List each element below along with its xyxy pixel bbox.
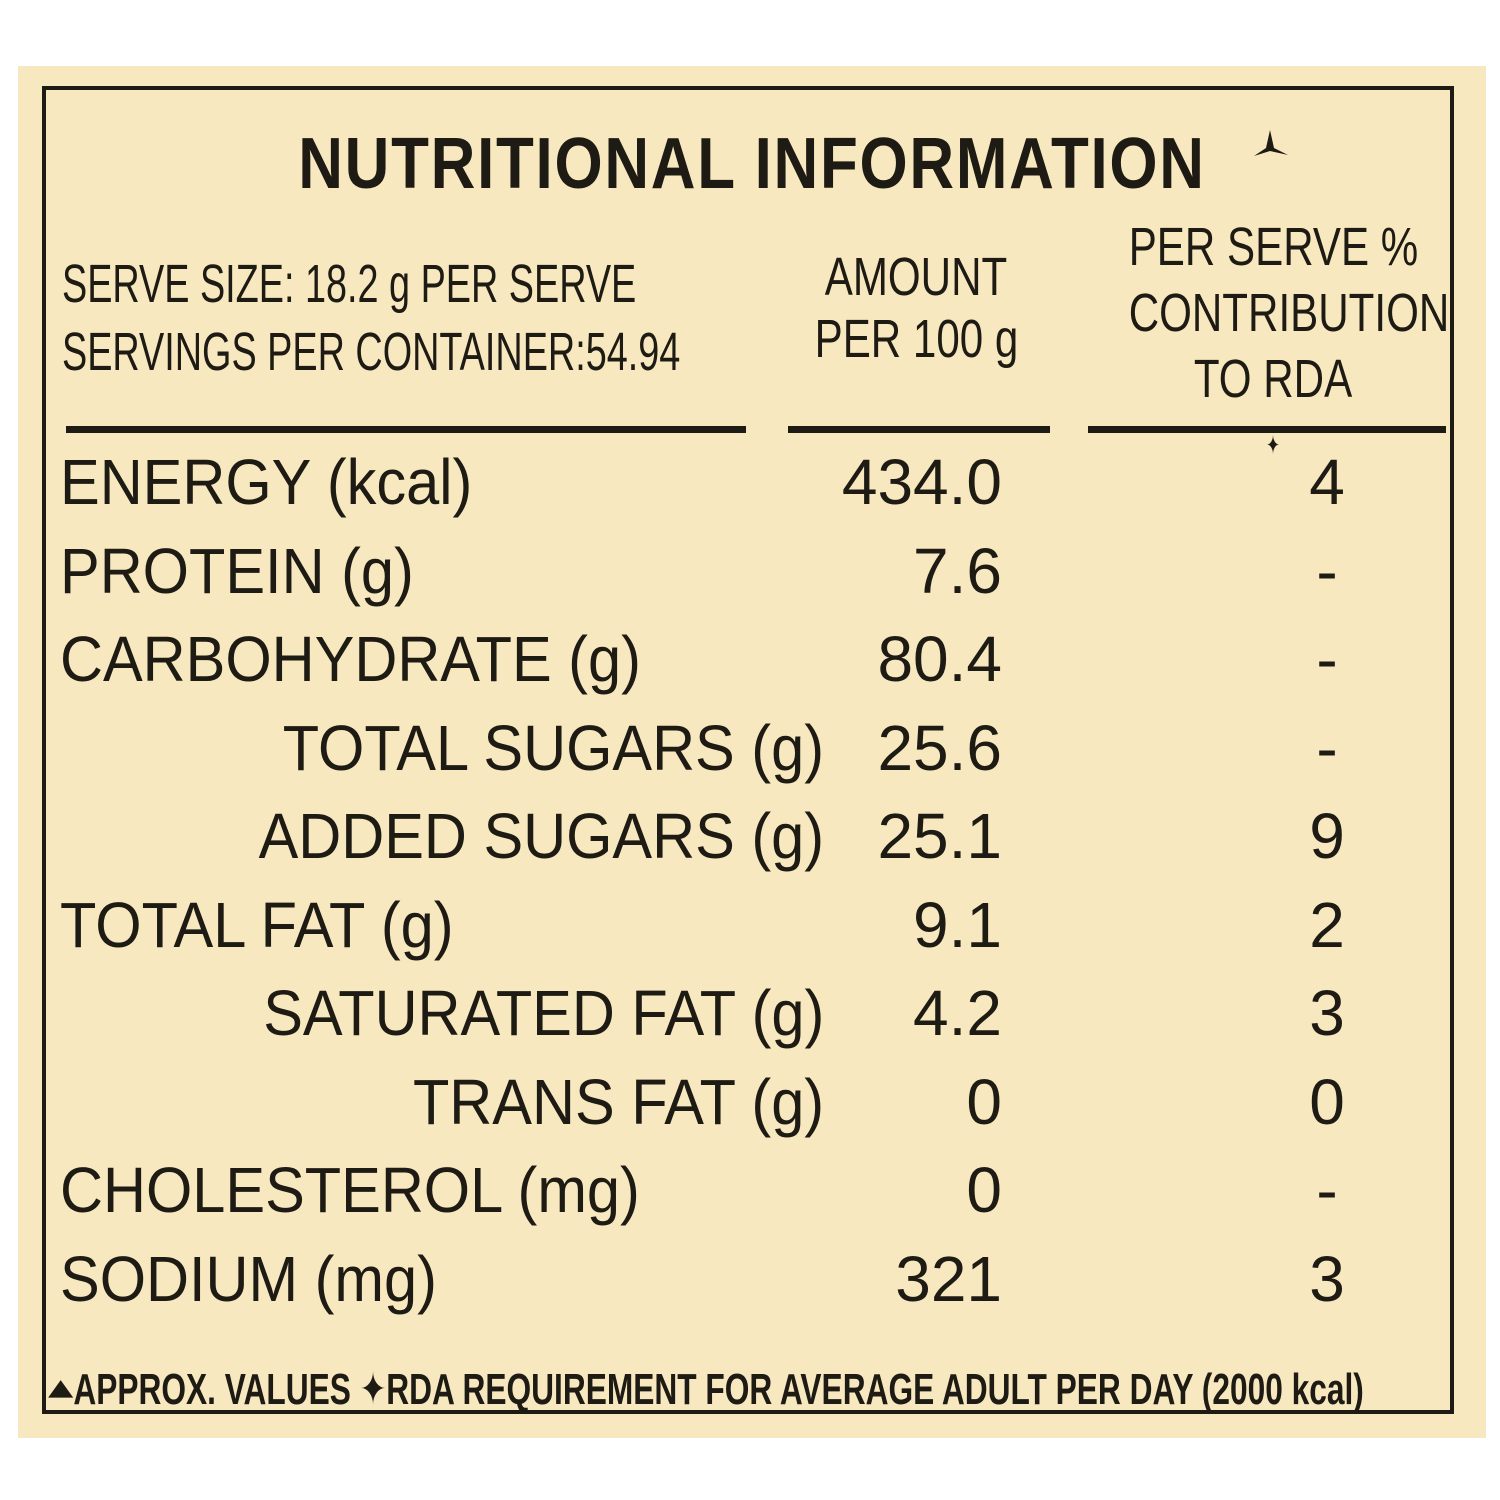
nutrient-name: ADDED SUGARS (g) <box>258 800 824 872</box>
rda-small-star-icon: ✦ <box>359 1365 387 1414</box>
amount-per-100g: 9.1 <box>913 888 1002 961</box>
table-row: SATURATED FAT (g) 4.2 3 <box>18 969 1486 1057</box>
amount-per-100g: 25.1 <box>877 800 1002 872</box>
nutrient-name: ENERGY (kcal) <box>60 446 473 518</box>
nutrient-name: PROTEIN (g) <box>60 534 414 607</box>
label-border <box>42 86 1454 1414</box>
servings-per-container: SERVINGS PER CONTAINER:54.94 <box>62 322 681 382</box>
amount-header-line1: AMOUNT <box>824 247 1008 307</box>
rda-percent: 0 <box>1309 1065 1345 1138</box>
table-row: ADDED SUGARS (g) 25.1 9 <box>18 792 1486 880</box>
rda-percent: 4 <box>1309 446 1345 518</box>
label-title: NUTRITIONAL INFORMATION <box>298 124 1206 204</box>
rda-star-icon: ✦ <box>1266 430 1280 460</box>
table-row: TOTAL FAT (g) 9.1 2 <box>18 881 1486 969</box>
nutrient-name: SATURATED FAT (g) <box>262 977 824 1049</box>
amount-per-100g: 4.2 <box>913 977 1002 1049</box>
rda-percent: 9 <box>1309 800 1345 872</box>
footer-note: ⏶APPROX. VALUES ✦RDA REQUIREMENT FOR AVE… <box>48 1362 1364 1418</box>
rda-percent: 2 <box>1309 888 1345 961</box>
serve-size: SERVE SIZE: 18.2 g PER SERVE <box>62 254 637 314</box>
rda-header-line3: TO RDA <box>1193 349 1353 409</box>
amount-per-100g: 25.6 <box>877 711 1002 784</box>
rda-percent: 3 <box>1309 977 1345 1049</box>
table-row: SODIUM (mg) 321 3 <box>18 1235 1486 1323</box>
amount-per-100g: 7.6 <box>913 534 1002 607</box>
amount-per-100g: 321 <box>895 1242 1002 1315</box>
nutrient-name: TOTAL SUGARS (g) <box>282 711 824 784</box>
serve-info: SERVE SIZE: 18.2 g PER SERVE SERVINGS PE… <box>62 250 681 386</box>
table-row: TRANS FAT (g) 0 0 <box>18 1058 1486 1146</box>
nutrient-name: TOTAL FAT (g) <box>60 888 454 961</box>
nutrient-name: SODIUM (mg) <box>60 1242 437 1315</box>
table-row: CHOLESTEROL (mg) 0 - <box>18 1146 1486 1234</box>
table-row: ENERGY (kcal) 434.0 4 <box>18 438 1486 526</box>
nutrient-name: CHOLESTEROL (mg) <box>60 1154 640 1226</box>
rda-percent: - <box>1316 623 1338 695</box>
nutrition-label: NUTRITIONAL INFORMATION SERVE SIZE: 18.2… <box>18 66 1486 1438</box>
footer-rda-note: RDA REQUIREMENT FOR AVERAGE ADULT PER DA… <box>386 1365 1364 1414</box>
rda-percent: - <box>1316 1154 1338 1226</box>
amount-header-line2: PER 100 g <box>814 309 1019 369</box>
header-rule-right <box>1088 426 1446 433</box>
approx-small-icon: ⏶ <box>48 1365 74 1414</box>
table-row: CARBOHYDRATE (g) 80.4 - <box>18 615 1486 703</box>
amount-per-100g: 80.4 <box>877 623 1002 695</box>
amount-per-100g: 0 <box>966 1065 1002 1138</box>
rda-header-line1: PER SERVE % <box>1128 217 1419 277</box>
rda-header-line2: CONTRIBUTION <box>1128 283 1450 343</box>
rda-percent: 3 <box>1309 1242 1345 1315</box>
table-row: TOTAL SUGARS (g) 25.6 - <box>18 704 1486 792</box>
rda-header-line3-wrap: TO RDA ✦ <box>1129 346 1418 478</box>
amount-per-100g: 434.0 <box>841 446 1002 518</box>
rda-column-header: PER SERVE % CONTRIBUTION TO RDA ✦ <box>1088 214 1458 478</box>
rda-percent: - <box>1316 711 1338 784</box>
rda-percent: - <box>1316 534 1338 607</box>
amount-column-header: AMOUNT PER 100 g <box>786 246 1046 370</box>
header-rule-left <box>66 426 746 433</box>
nutrient-name: CARBOHYDRATE (g) <box>60 623 641 695</box>
header-rule-middle <box>788 426 1050 433</box>
footer-approx: APPROX. VALUES <box>73 1365 351 1414</box>
nutrient-name: TRANS FAT (g) <box>412 1065 824 1138</box>
amount-per-100g: 0 <box>966 1154 1002 1226</box>
approx-mark-icon <box>1254 130 1288 156</box>
table-row: PROTEIN (g) 7.6 - <box>18 527 1486 615</box>
